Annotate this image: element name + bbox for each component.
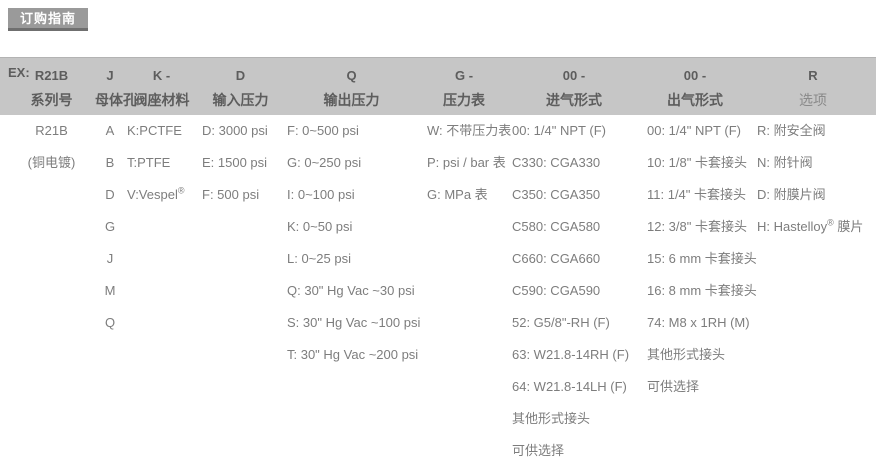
option-cell: W: 不带压力表 [427,123,512,138]
table-header-band: EX: R21B 系列号 J 母体孔 K - 阀座材料 D 输入压力 Q 输出压力 G - 压力表 00… [0,57,876,115]
option-cell: D: 附膜片阀 [757,187,826,202]
option-cell: 10: 1/8" 卡套接头 [647,155,747,170]
example-prefix-label: EX: [8,65,30,80]
column-header: R 选项 [750,58,876,115]
option-cell: 其他形式接头 [647,347,726,362]
column-label: 阀座材料 [133,92,190,108]
option-cell: 74: M8 x 1RH (M) [647,315,750,330]
option-cell: C580: CGA580 [512,219,601,234]
column-header: J 母体孔 [95,58,137,115]
option-cell: V:Vespel® [127,185,185,202]
column-code: J [106,68,114,83]
option-cell: Q: 30" Hg Vac ~30 psi [287,283,415,298]
column-code: R [808,68,818,83]
column-header: R21B 系列号 [8,58,95,115]
option-cell: S: 30" Hg Vac ~100 psi [287,315,421,330]
option-cell: F: 500 psi [202,187,260,202]
option-cell: 63: W21.8-14RH (F) [512,347,630,362]
column-label: 输出压力 [323,92,380,108]
option-cell: R21B [35,123,68,138]
column-items: 00: 1/4" NPT (F) C330: CGA330 C350: CGA350… [508,115,640,467]
option-cell: K:PCTFE [127,123,182,138]
option-cell: Q [104,315,116,330]
option-cell: 其他形式接头 [512,411,591,426]
registered-trademark-symbol: ® [827,217,834,228]
option-cell: N: 附针阀 [757,155,813,170]
option-cell: 12: 3/8" 卡套接头 [647,219,747,234]
option-cell: G [104,219,116,234]
column-code: K - [152,68,171,83]
option-cell: 64: W21.8-14LH (F) [512,379,627,394]
column-items: 00: 1/4" NPT (F) 10: 1/8" 卡套接头 11: 1/4" 卡套… [640,115,757,467]
option-cell: T: 30" Hg Vac ~200 psi [287,347,419,362]
option-cell: T:PTFE [127,155,171,170]
option-cell: L: 0~25 psi [287,251,351,266]
option-cell: D: 3000 psi [202,123,268,138]
option-cell: H: Hastelloy® 膜片 [757,217,864,234]
option-cell: M [104,283,116,298]
option-cell: K: 0~50 psi [287,219,353,234]
column-header: K - 阀座材料 [125,58,198,115]
column-items: D: 3000 psi E: 1500 psi F: 500 psi [198,115,283,467]
column-header: Q 输出压力 [283,58,420,115]
column-items: F: 0~500 psi G: 0~250 psi I: 0~100 psi K: 0… [283,115,420,467]
option-cell: 00: 1/4" NPT (F) [512,123,606,138]
option-cell: 00: 1/4" NPT (F) [647,123,741,138]
option-cell: C590: CGA590 [512,283,601,298]
registered-trademark-symbol: ® [177,185,185,196]
column-code: 00 - [562,68,586,83]
option-cell: A [105,123,115,138]
option-cell: 可供选择 [647,379,700,394]
option-cell: G: 0~250 psi [287,155,362,170]
option-cell: 可供选择 [512,443,565,458]
column-label: 输入压力 [212,92,269,108]
column-code: D [235,68,246,83]
option-cell: C660: CGA660 [512,251,601,266]
option-cell: I: 0~100 psi [287,187,355,202]
column-label: 选项 [799,92,827,108]
column-items: R21B (铜电镀) [8,115,95,467]
column-header: 00 - 出气形式 [640,58,750,115]
column-items: A B D G J M Q [95,115,125,467]
option-cell: 16: 8 mm 卡套接头 [647,283,757,298]
column-code: G - [454,68,474,83]
column-label: 系列号 [30,92,73,108]
column-label: 出气形式 [667,92,723,108]
option-cell: E: 1500 psi [202,155,268,170]
option-cell: D [105,187,115,202]
option-cell: R: 附安全阀 [757,123,826,138]
option-cell: C330: CGA330 [512,155,601,170]
option-cell: 11: 1/4" 卡套接头 [647,187,747,202]
option-cell: B [105,155,115,170]
table-body: R21B (铜电镀) A B D G J M Q K:PCTFE T:PTFE V:Vespel® D:… [0,115,876,467]
option-cell: (铜电镀) [27,155,76,170]
option-cell: G: MPa 表 [427,187,488,202]
option-cell: J [106,251,114,266]
column-label: 进气形式 [546,92,602,108]
column-code: R21B [34,68,69,83]
option-cell: P: psi / bar 表 [427,155,506,170]
column-items: R: 附安全阀 N: 附针阀 D: 附膜片阀 H: Hastelloy® 膜片 [750,115,876,467]
column-header: D 输入压力 [198,58,283,115]
column-header: 00 - 进气形式 [508,58,640,115]
column-code: Q [346,68,357,83]
option-cell: C350: CGA350 [512,187,601,202]
option-cell: 15: 6 mm 卡套接头 [647,251,757,266]
column-items: K:PCTFE T:PTFE V:Vespel® [125,115,198,467]
ordering-guide-button[interactable]: 订购指南 [8,8,89,31]
option-cell: 52: G5/8"-RH (F) [512,315,610,330]
ordering-guide-table: EX: R21B 系列号 J 母体孔 K - 阀座材料 D 输入压力 Q 输出压力 G - 压力表 00… [0,57,876,467]
column-code: 00 - [683,68,707,83]
column-header: G - 压力表 [420,58,508,115]
column-label: 母体孔 [95,92,137,108]
column-items: W: 不带压力表 P: psi / bar 表 G: MPa 表 [420,115,512,467]
column-label: 压力表 [443,92,485,108]
option-cell: F: 0~500 psi [287,123,359,138]
